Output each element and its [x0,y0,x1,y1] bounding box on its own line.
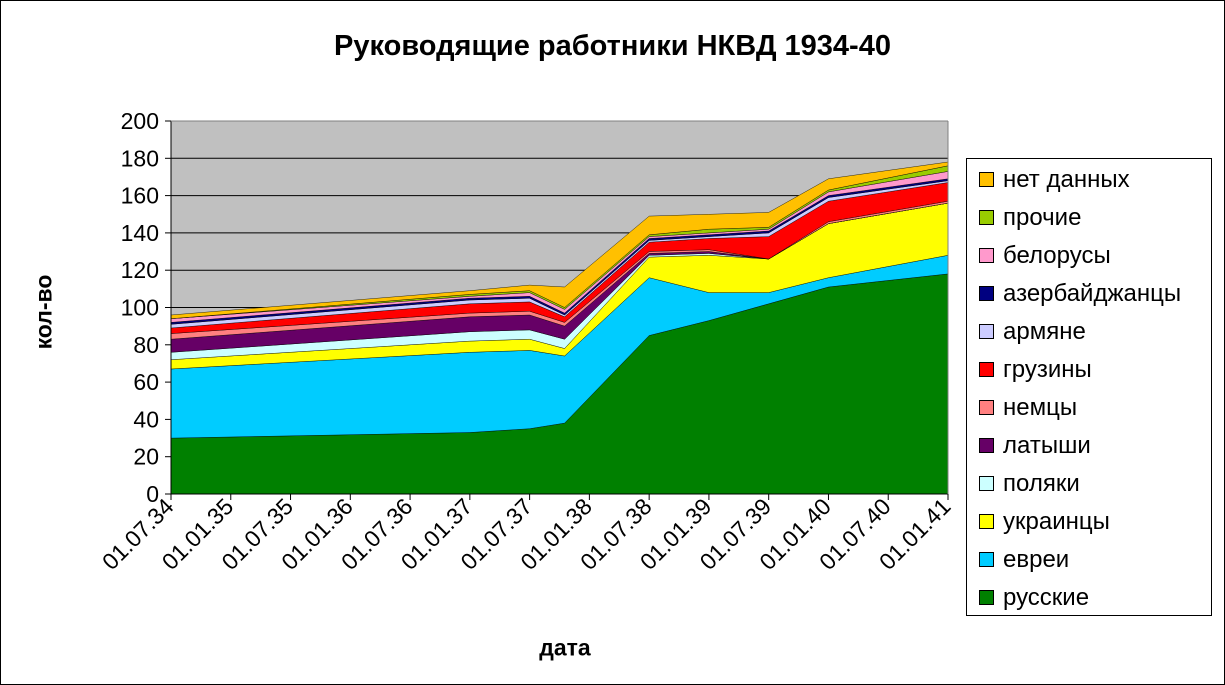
legend-label: поляки [1003,470,1080,497]
y-tick-label: 40 [133,406,159,432]
legend-item: евреи [967,541,1211,579]
y-tick-label: 160 [121,183,159,209]
legend-swatch [979,514,994,529]
legend-swatch [979,324,994,339]
legend-label: грузины [1003,356,1092,383]
legend-item: прочие [967,199,1211,237]
legend-item: немцы [967,389,1211,427]
y-tick-label: 80 [133,332,159,358]
legend-swatch [979,400,994,415]
legend-label: немцы [1003,394,1078,421]
legend-label: русские [1003,584,1090,611]
legend-swatch [979,590,994,605]
y-tick-label: 140 [121,220,159,246]
legend-label: азербайджанцы [1003,280,1182,307]
y-axis-title: кол-во [30,274,57,350]
legend-label: прочие [1003,204,1082,231]
y-tick-label: 180 [121,145,159,171]
y-tick-label: 60 [133,369,159,395]
legend-swatch [979,210,994,225]
y-tick-label: 20 [133,444,159,470]
legend-label: белорусы [1003,242,1111,269]
legend-item: азербайджанцы [967,275,1211,313]
legend-swatch [979,476,994,491]
legend-item: украинцы [967,503,1211,541]
legend-item: русские [967,579,1211,617]
legend-label: украинцы [1003,508,1110,535]
legend-item: поляки [967,465,1211,503]
chart-title: Руководящие работники НКВД 1934-40 [334,30,891,62]
legend-item: нет данных [967,161,1211,199]
legend-item: латыши [967,427,1211,465]
y-tick-label: 120 [121,257,159,283]
x-axis-title: дата [539,634,591,661]
legend-swatch [979,248,994,263]
y-tick-label: 100 [121,295,159,321]
legend-item: грузины [967,351,1211,389]
legend-swatch [979,286,994,301]
legend-swatch [979,362,994,377]
legend-label: армяне [1003,318,1086,345]
legend-swatch [979,438,994,453]
y-tick-label: 0 [146,481,159,507]
legend-swatch [979,552,994,567]
legend-label: нет данных [1003,166,1130,193]
legend-swatch [979,172,994,187]
y-tick-label: 200 [121,108,159,134]
legend-item: белорусы [967,237,1211,275]
legend-item: армяне [967,313,1211,351]
legend-label: евреи [1003,546,1070,573]
legend-label: латыши [1003,432,1091,459]
legend: нет данных прочие белорусы азербайджанцы арм… [966,158,1212,616]
plot-layer [170,120,949,495]
